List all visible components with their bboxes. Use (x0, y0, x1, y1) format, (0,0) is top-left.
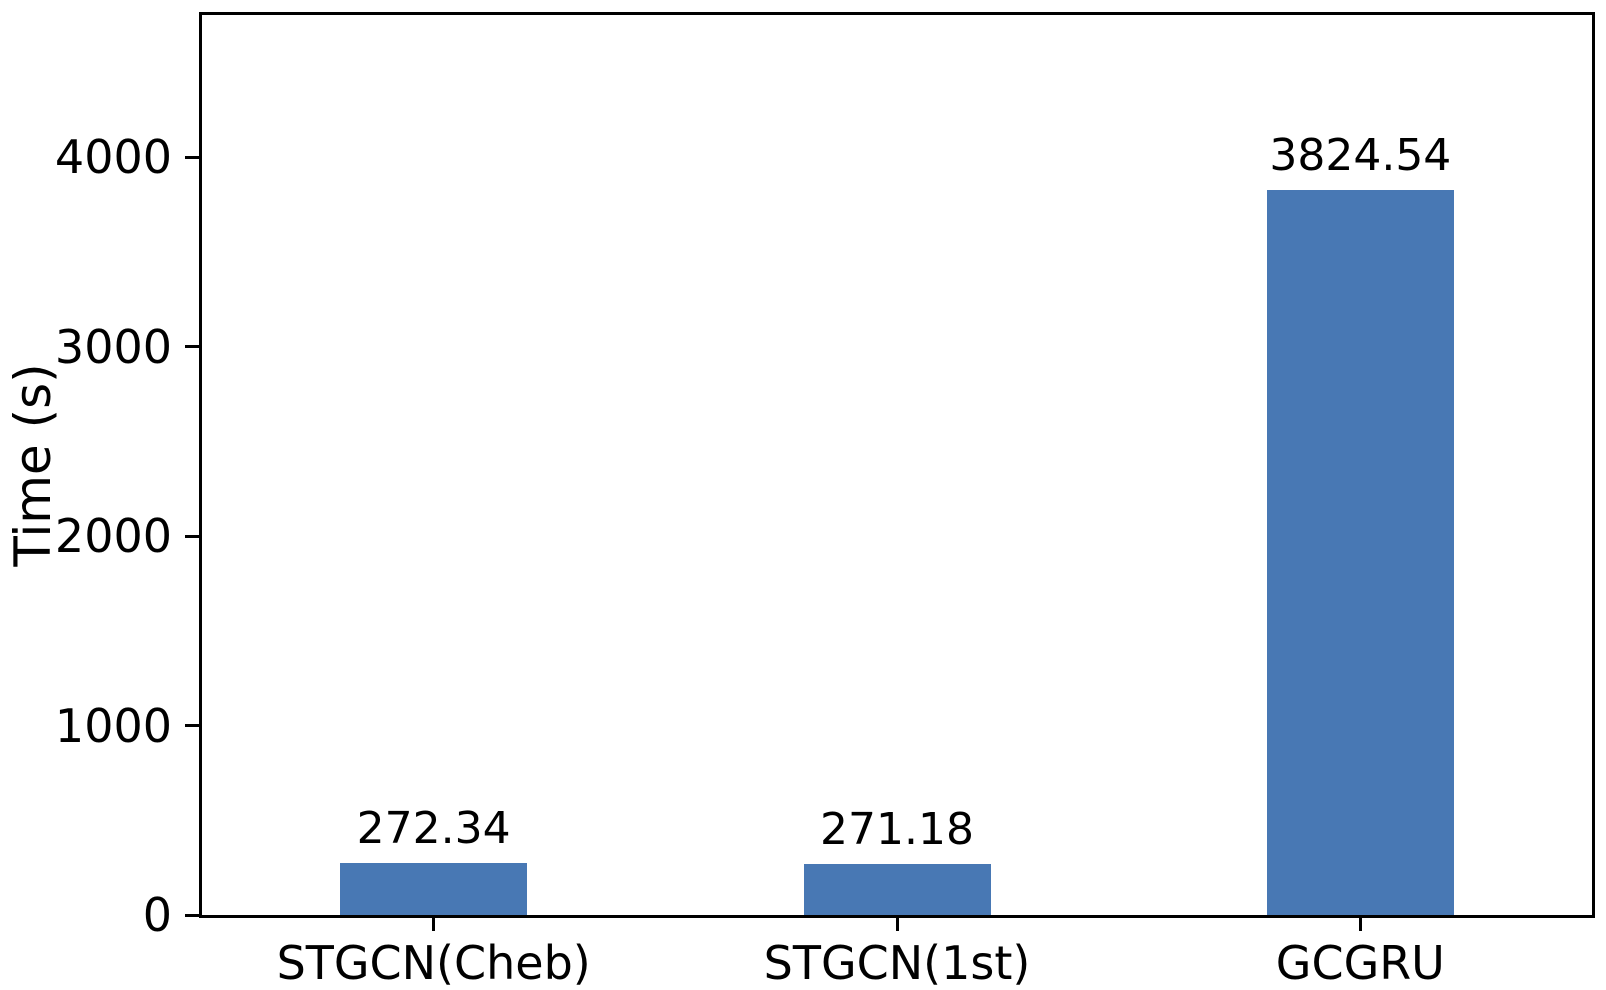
y-tick-label: 1000 (54, 698, 172, 753)
bar-STGCN(Cheb) (340, 863, 528, 915)
y-tick-label: 4000 (54, 130, 172, 185)
x-tick-mark (1358, 918, 1362, 931)
y-tick-mark (185, 155, 199, 159)
bar-value-label: 3824.54 (1269, 130, 1452, 182)
y-tick-mark (185, 913, 199, 917)
x-tick-mark (432, 918, 436, 931)
x-tick-label: STGCN(1st) (763, 936, 1031, 990)
y-tick-label: 0 (142, 888, 172, 942)
bar-GCGRU (1266, 190, 1454, 915)
y-tick-label: 2000 (54, 509, 172, 564)
y-tick-label: 3000 (54, 319, 172, 374)
bar-STGCN(1st) (803, 863, 991, 915)
bar-value-label: 271.18 (820, 803, 974, 855)
bar-value-label: 272.34 (356, 803, 511, 855)
x-tick-label: STGCN(Cheb) (276, 936, 591, 990)
y-tick-mark (185, 724, 199, 728)
x-tick-mark (895, 918, 899, 931)
y-tick-mark (185, 345, 199, 349)
y-tick-mark (185, 534, 199, 538)
plot-area (199, 12, 1595, 918)
x-tick-label: GCGRU (1275, 936, 1445, 990)
